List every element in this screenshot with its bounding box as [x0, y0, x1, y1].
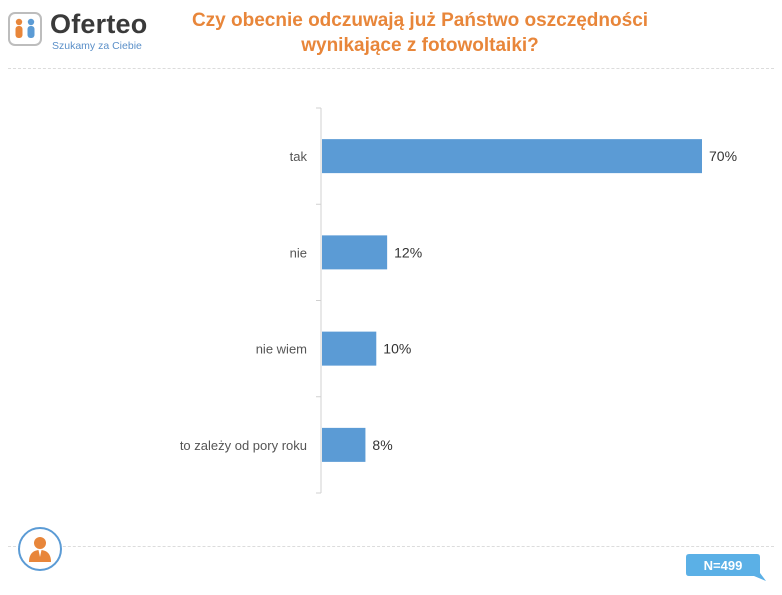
- category-label: to zależy od pory roku: [180, 438, 307, 453]
- value-label: 12%: [394, 244, 422, 260]
- category-label: nie: [290, 245, 307, 260]
- footer-divider: [8, 546, 774, 547]
- bar: [322, 235, 388, 270]
- chart-title-line-1: Czy obecnie odczuwają już Państwo oszczę…: [191, 10, 649, 31]
- sample-size-badge: N=499: [686, 552, 766, 582]
- bar: [322, 427, 366, 462]
- value-label: 8%: [372, 437, 392, 453]
- bar: [322, 331, 377, 366]
- category-label: nie wiem: [256, 342, 307, 357]
- chart-title: Czy obecnie odczuwają już Państwo oszczę…: [170, 8, 670, 58]
- bar: [322, 139, 702, 174]
- header-divider: [8, 68, 774, 69]
- oferteo-logo: Oferteo Szukamy za Ciebie: [8, 9, 168, 54]
- speech-bubble-icon: [686, 554, 766, 581]
- sample-size-text: N=499: [703, 558, 743, 573]
- value-label: 10%: [383, 341, 411, 357]
- value-label: 70%: [709, 148, 737, 164]
- category-label: tak: [290, 149, 308, 164]
- logo-tagline: Szukamy za Ciebie: [52, 40, 142, 52]
- person-avatar-icon: [18, 527, 62, 571]
- chart-title-line-2: wynikające z fotowoltaiki?: [301, 35, 539, 56]
- logo-people-icon: [8, 12, 42, 46]
- logo-brand-name: Oferteo: [50, 9, 148, 39]
